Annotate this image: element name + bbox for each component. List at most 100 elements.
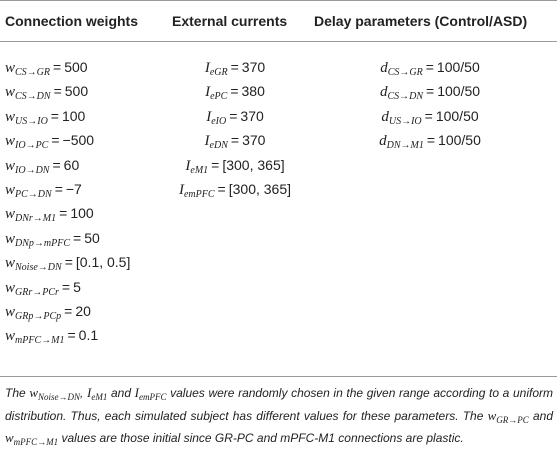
- weight-value: −7: [65, 181, 82, 197]
- weight-subscript: CS→GR: [15, 67, 51, 78]
- delay-cell: dCS→DN = 100/50: [380, 82, 480, 106]
- delay-symbol: d: [379, 133, 387, 150]
- weight-subscript: CS→DN: [15, 91, 51, 103]
- weight-subscript: IO→PC: [15, 140, 49, 152]
- current-value: 380: [241, 83, 265, 100]
- weight-value: 500: [64, 83, 89, 100]
- current-symbol: I: [185, 157, 191, 174]
- weight-symbol: w: [5, 84, 16, 101]
- header-delay-parameters: Delay parameters (Control/ASD): [314, 13, 528, 29]
- delay-value: 100/50: [436, 59, 480, 75]
- weight-subscript: PC→DN: [15, 189, 52, 200]
- current-cell: IeGR = 370: [205, 58, 265, 82]
- current-subscript: eGR: [209, 67, 228, 78]
- equals-sign: =: [67, 327, 76, 344]
- weight-cell: wIO→PC = −500: [5, 131, 94, 155]
- equals-sign: =: [61, 278, 71, 295]
- delay-symbol: d: [380, 60, 388, 76]
- equals-sign: =: [230, 83, 239, 100]
- current-symbol: I: [206, 108, 212, 125]
- weight-cell: wNoise→DN = [0.1, 0.5]: [5, 253, 130, 277]
- weight-value: 100: [61, 107, 86, 124]
- delay-value: 100/50: [438, 132, 481, 149]
- current-subscript: ePC: [210, 91, 228, 103]
- current-subscript: eIO: [211, 115, 227, 127]
- current-cell: IePC = 380: [205, 82, 265, 106]
- weight-cell: wGRr→PCr = 5: [5, 278, 81, 302]
- weight-symbol: w: [5, 133, 16, 150]
- weight-subscript: GRr→PCr: [15, 286, 59, 298]
- weight-symbol: w: [5, 304, 16, 320]
- current-symbol: I: [204, 60, 210, 76]
- equals-sign: =: [53, 83, 62, 100]
- weight-cell: wPC→DN = −7: [5, 180, 82, 204]
- weight-cell: wIO→DN = 60: [5, 156, 79, 180]
- header-external-currents: External currents: [172, 13, 288, 29]
- weight-symbol: w: [5, 206, 16, 223]
- delay-subscript: CS→GR: [387, 67, 423, 78]
- current-cell: IeM1 = [300, 365]: [185, 156, 284, 180]
- equals-sign: =: [54, 181, 63, 197]
- equals-sign: =: [217, 181, 226, 197]
- current-symbol: I: [204, 133, 210, 150]
- header-rule: [0, 41, 557, 42]
- delay-symbol: d: [381, 108, 389, 125]
- delay-cell: dUS→IO = 100/50: [381, 107, 478, 131]
- weight-value: [0.1, 0.5]: [75, 254, 131, 271]
- weight-value: 50: [84, 229, 100, 246]
- current-value: 370: [241, 59, 266, 75]
- current-value: [300, 365]: [222, 156, 285, 173]
- weight-cell: wGRp→PCp = 20: [5, 302, 91, 326]
- current-value: [300, 365]: [228, 181, 292, 197]
- equals-sign: =: [229, 107, 238, 124]
- weight-subscript: DNp→mPFC: [15, 237, 71, 249]
- current-subscript: eM1: [190, 164, 209, 176]
- weight-cell: wDNp→mPFC = 50: [5, 229, 100, 253]
- weight-subscript: GRp→PCp: [15, 311, 62, 322]
- delay-subscript: DN→M1: [386, 140, 424, 152]
- equals-sign: =: [64, 254, 73, 271]
- weight-symbol: w: [5, 182, 16, 198]
- weight-value: 60: [63, 156, 80, 173]
- equals-sign: =: [73, 229, 82, 246]
- equals-sign: =: [52, 156, 61, 173]
- equals-sign: =: [59, 205, 68, 222]
- table-top-rule: [0, 0, 557, 1]
- equals-sign: =: [53, 59, 62, 75]
- weight-value: 500: [64, 59, 88, 75]
- equals-sign: =: [426, 83, 435, 100]
- equals-sign: =: [51, 132, 60, 149]
- header-connection-weights: Connection weights: [5, 13, 138, 29]
- weight-subscript: mPFC→M1: [15, 335, 65, 347]
- equals-sign: =: [211, 156, 220, 173]
- weight-subscript: IO→DN: [15, 164, 50, 176]
- current-subscript: emPFC: [183, 189, 215, 200]
- weight-value: 100: [70, 205, 94, 222]
- delay-value: 100/50: [435, 107, 479, 124]
- current-symbol: I: [205, 84, 211, 101]
- current-cell: IeDN = 370: [205, 131, 266, 155]
- table-bottom-rule: [0, 376, 557, 377]
- delay-cell: dDN→M1 = 100/50: [379, 131, 481, 155]
- weight-subscript: DNr→M1: [15, 213, 57, 225]
- weight-subscript: Noise→DN: [15, 262, 62, 274]
- equals-sign: =: [424, 107, 433, 124]
- weight-cell: wCS→GR = 500: [5, 58, 88, 82]
- weight-value: −500: [62, 132, 95, 149]
- table-footnote: The wNoise→DN, IeM1 and IemPFC values we…: [5, 385, 553, 447]
- weight-subscript: US→IO: [15, 115, 48, 127]
- delay-value: 100/50: [437, 83, 481, 100]
- current-cell: IeIO = 370: [206, 107, 264, 131]
- equals-sign: =: [425, 59, 434, 75]
- weight-cell: wUS→IO = 100: [5, 107, 85, 131]
- current-value: 370: [242, 132, 266, 149]
- weight-value: 20: [75, 303, 91, 319]
- equals-sign: =: [230, 59, 239, 75]
- weight-cell: wDNr→M1 = 100: [5, 204, 94, 228]
- weight-symbol: w: [5, 230, 16, 247]
- weight-symbol: w: [5, 328, 16, 345]
- delay-symbol: d: [379, 84, 388, 101]
- weight-cell: wCS→DN = 500: [5, 82, 88, 106]
- delay-subscript: US→IO: [388, 115, 422, 127]
- weight-symbol: w: [5, 255, 16, 272]
